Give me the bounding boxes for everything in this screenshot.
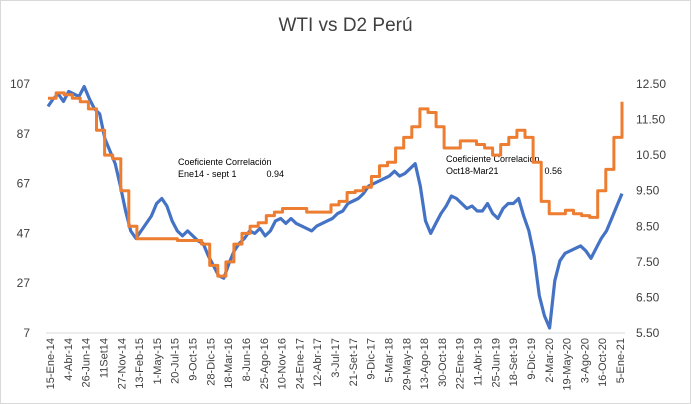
- x-tick-label: 27-Nov-14: [116, 338, 128, 389]
- x-tick-label: 12-Abr-17: [312, 338, 324, 387]
- x-tick-label: 5-Mar-18: [383, 338, 395, 383]
- x-tick-label: 20-Jul-15: [170, 338, 182, 384]
- correlation-note-2-value: 0.56: [544, 166, 563, 176]
- y-right-tick-label: 6.50: [636, 290, 660, 304]
- y-left-tick-label: 47: [17, 226, 31, 240]
- y-right-tick-label: 12.50: [636, 77, 666, 91]
- x-tick-label: 9-Dic-19: [526, 338, 538, 380]
- x-tick-label: 3-Jul-17: [330, 338, 342, 378]
- correlation-note-1-period: Ene14 - sept 1: [178, 169, 237, 179]
- x-tick-label: 15-Ene-14: [45, 338, 57, 389]
- x-tick-label: 21-Set-17: [348, 338, 360, 386]
- correlation-note-1-value: 0.94: [266, 169, 285, 179]
- series-layer: [46, 84, 624, 330]
- correlation-note-2-label: Coeficiente Correlación: [446, 154, 540, 164]
- x-tick-label: 30-Oct-18: [437, 338, 449, 387]
- x-tick-label: 22-Ene-19: [455, 338, 467, 389]
- x-tick-label: 13-Ago-18: [419, 338, 431, 389]
- y-left-tick-label: 67: [17, 177, 31, 191]
- y-right-tick-label: 9.50: [636, 184, 660, 198]
- x-tick-label: 11-Abr-19: [473, 338, 485, 386]
- correlation-note-1-label: Coeficiente Correlación: [178, 157, 272, 167]
- x-tick-label: 8-Jun-16: [241, 338, 253, 381]
- tick-labels-layer: 107 87 67 47 27 7 12.50 11.50 10.50 9.50 8.50 7.50 6…: [10, 77, 666, 391]
- x-tick-label: 16-Oct-20: [597, 338, 609, 387]
- y-right-tick-label: 7.50: [636, 255, 660, 269]
- correlation-note-2-period: Oct18-Mar21: [446, 166, 499, 176]
- x-tick-label: 25-Jun-19: [490, 338, 502, 388]
- x-tick-label: 4-Abr-14: [63, 338, 75, 381]
- x-tick-label: 1-May-15: [152, 338, 164, 384]
- series-line-wti: [46, 84, 624, 330]
- y-right-tick-label: 10.50: [636, 148, 666, 162]
- x-tick-label: 26-Jun-14: [81, 338, 93, 388]
- x-tick-label: 13-Feb-15: [134, 338, 146, 389]
- x-tick-label: 11Set14: [98, 338, 110, 378]
- y-left-tick-label: 107: [10, 77, 30, 91]
- x-tick-label: 9-Oct-15: [188, 338, 200, 381]
- y-right-tick-label: 8.50: [636, 219, 660, 233]
- x-tick-label: 9-Dic-17: [366, 338, 378, 380]
- x-tick-label: 24-Ene-17: [294, 338, 306, 389]
- correlation-note-1: Coeficiente Correlación Ene14 - sept 1 0.…: [178, 156, 284, 180]
- y-left-tick-label: 7: [23, 326, 30, 340]
- x-tick-label: 3-Ago-20: [579, 338, 591, 383]
- x-tick-label: 2-Mar-20: [544, 338, 556, 383]
- x-tick-label: 18-Mar-16: [223, 338, 235, 389]
- series-line-d2-peru: [48, 91, 624, 278]
- y-left-tick-label: 27: [17, 276, 31, 290]
- x-tick-label: 28-Dic-15: [205, 338, 217, 386]
- x-tick-label: 18-Set-19: [508, 338, 520, 386]
- chart-title: WTI vs D2 Perú: [278, 15, 413, 36]
- y-right-tick-label: 5.50: [636, 326, 660, 340]
- x-tick-label: 5-Ene-21: [615, 338, 627, 383]
- correlation-note-2: Coeficiente Correlación Oct18-Mar21 0.56: [446, 153, 562, 177]
- x-tick-label: 19-May-20: [562, 338, 574, 391]
- y-left-tick-label: 87: [17, 127, 31, 141]
- x-tick-label: 10-Nov-16: [277, 338, 289, 389]
- y-right-tick-label: 11.50: [636, 113, 665, 127]
- x-tick-label: 25-Ago-16: [259, 338, 271, 389]
- x-tick-label: 29-May-18: [401, 338, 413, 391]
